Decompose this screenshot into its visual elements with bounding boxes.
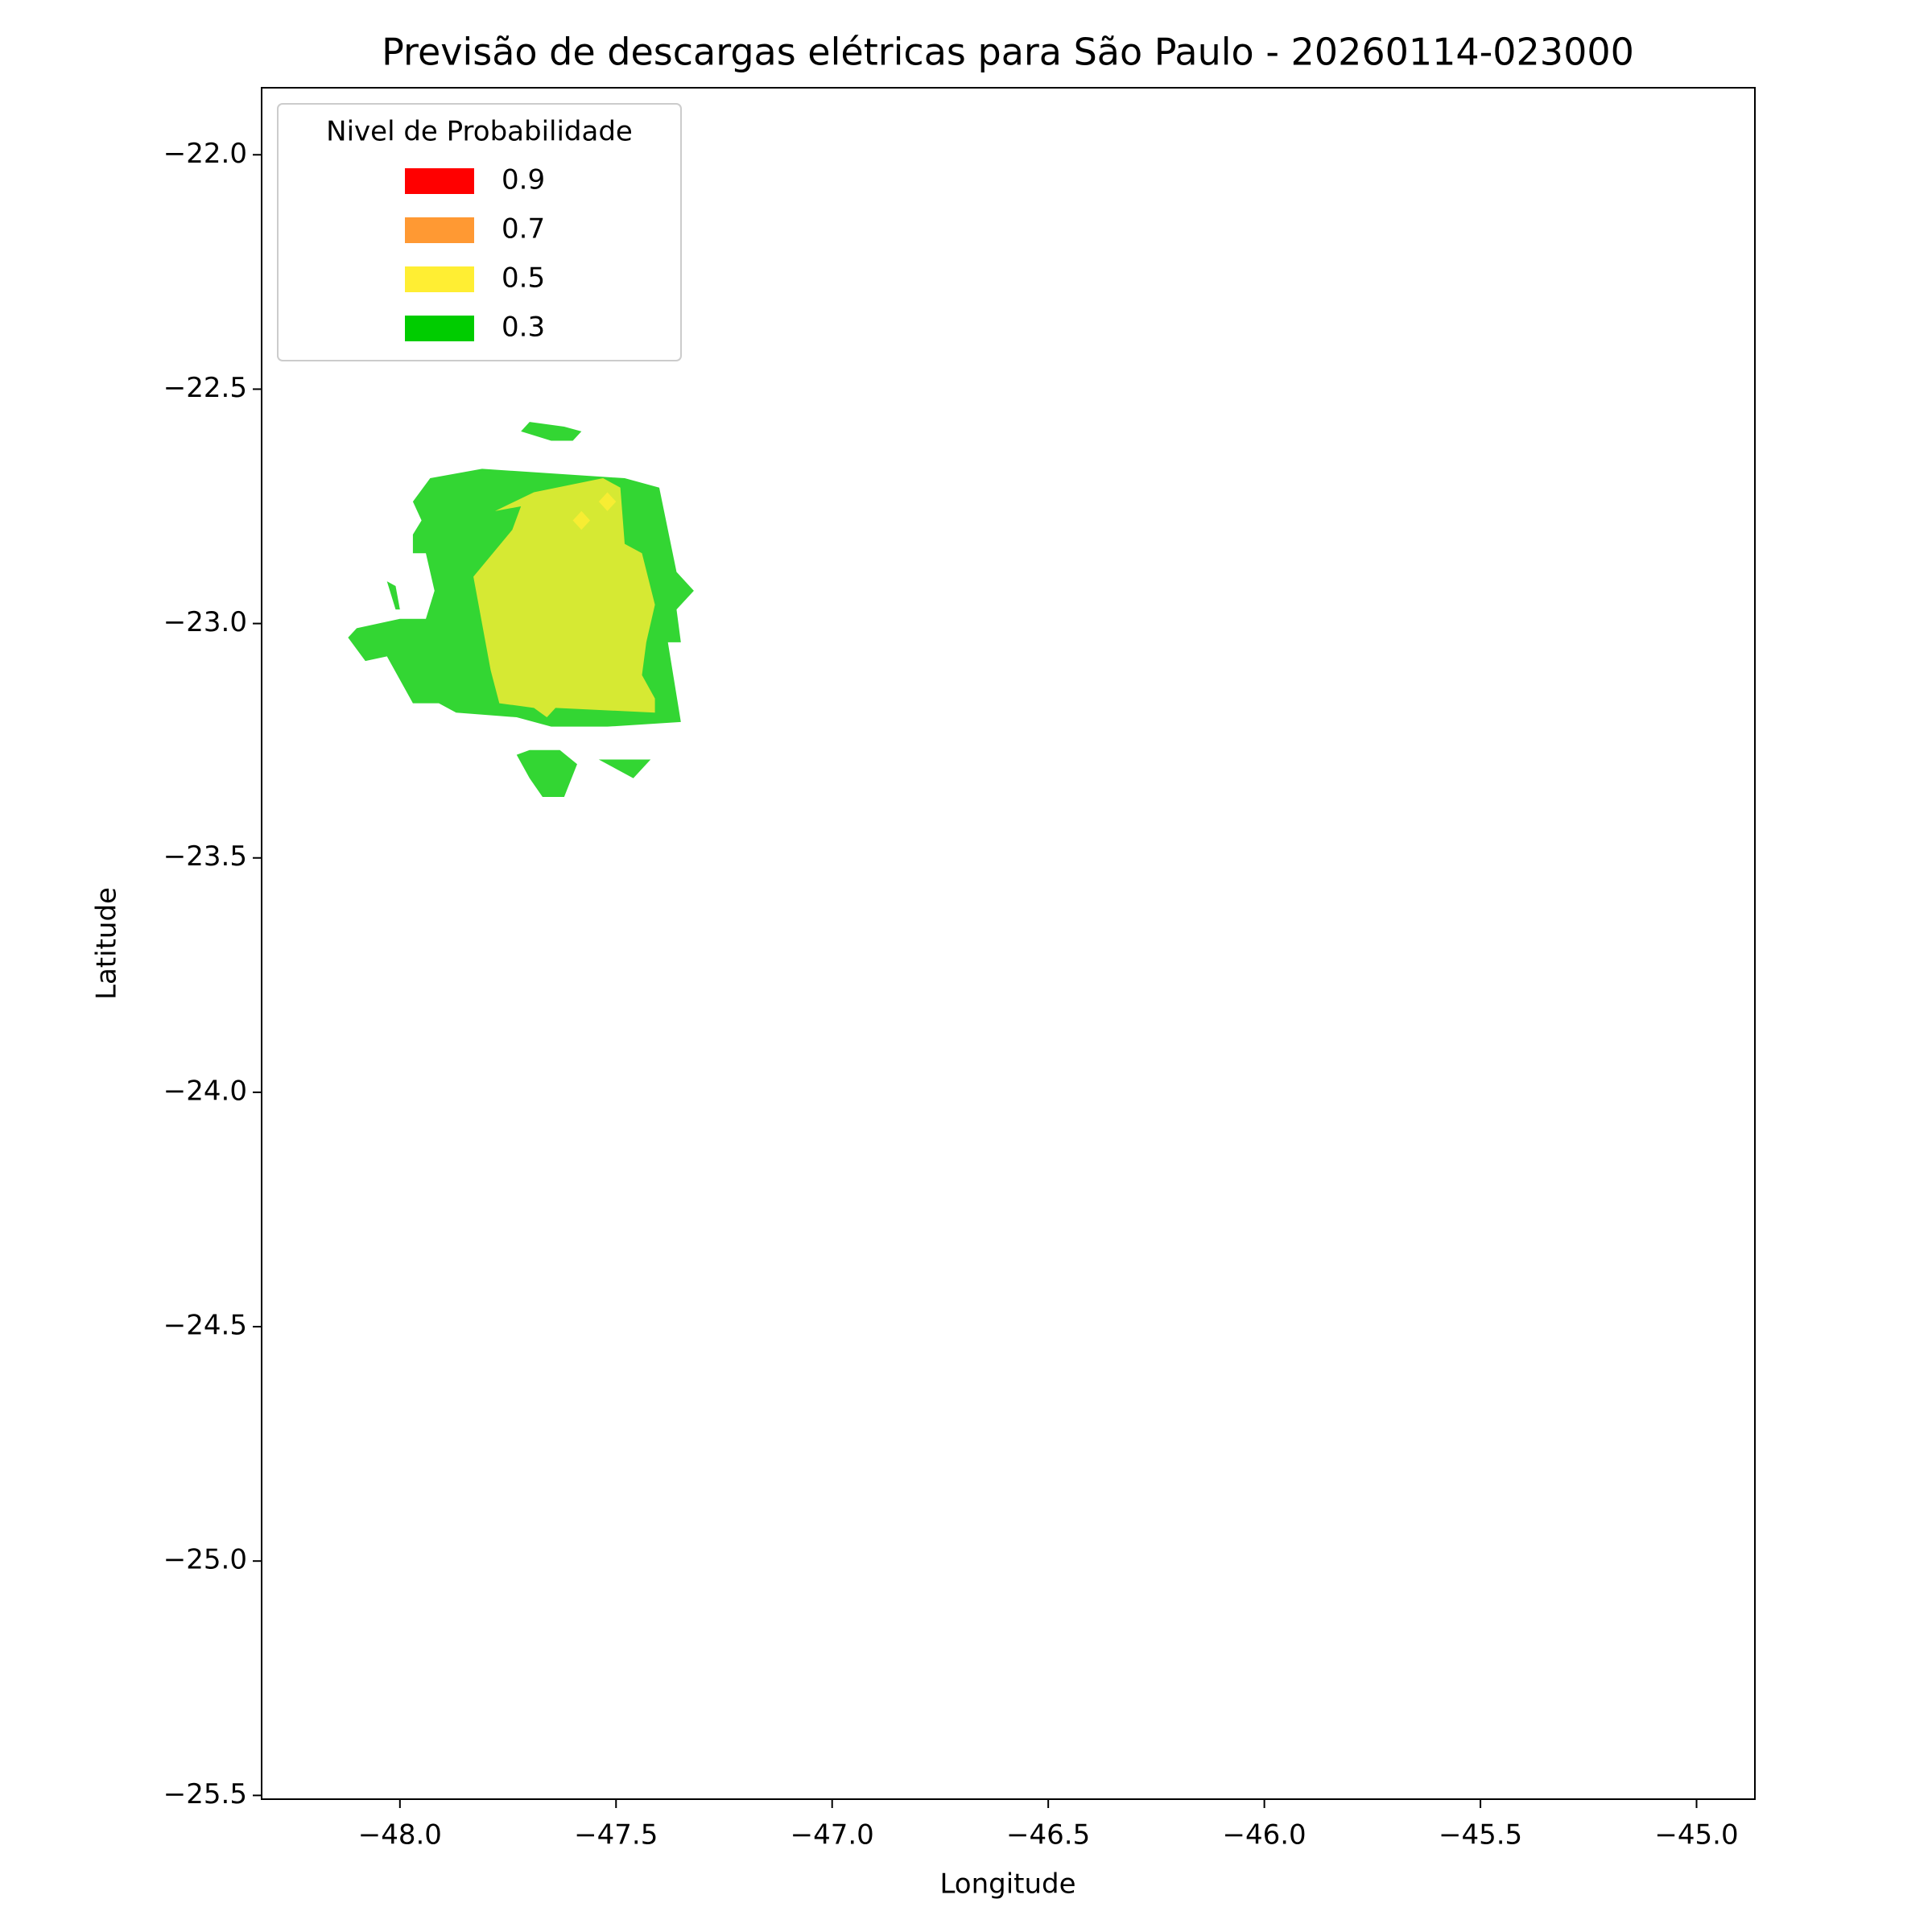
contour-region bbox=[572, 510, 591, 530]
legend-box bbox=[277, 103, 682, 361]
x-tick-label: −46.0 bbox=[1223, 1819, 1307, 1852]
plot-area bbox=[348, 422, 694, 798]
contour-region bbox=[521, 422, 582, 441]
y-tick-label: −25.5 bbox=[163, 1778, 247, 1810]
x-tick-label: −45.5 bbox=[1439, 1819, 1522, 1852]
y-tick-label: −22.5 bbox=[163, 372, 247, 404]
y-tick-label: −23.5 bbox=[163, 840, 247, 873]
legend-swatch bbox=[405, 316, 474, 341]
legend-label: 0.3 bbox=[502, 312, 545, 344]
axes-frame bbox=[261, 87, 1756, 1800]
x-tick-label: −48.0 bbox=[358, 1819, 442, 1852]
contour-region bbox=[598, 759, 651, 778]
legend-label: 0.9 bbox=[502, 164, 545, 196]
legend-label: 0.5 bbox=[502, 262, 545, 295]
y-tick-label: −24.5 bbox=[163, 1310, 247, 1342]
contour-region bbox=[598, 492, 617, 511]
x-tick-label: −47.0 bbox=[791, 1819, 874, 1852]
y-tick-label: −25.0 bbox=[163, 1544, 247, 1576]
x-axis-label: Longitude bbox=[939, 1868, 1075, 1901]
x-tick-label: −47.5 bbox=[574, 1819, 658, 1852]
contour-region bbox=[473, 478, 655, 718]
x-tick-label: −46.5 bbox=[1006, 1819, 1090, 1852]
y-tick-label: −23.0 bbox=[163, 606, 247, 638]
y-axis-label: Latitude bbox=[91, 887, 123, 1000]
legend-swatch bbox=[405, 266, 474, 292]
y-tick-label: −22.0 bbox=[163, 138, 247, 170]
legend-swatch bbox=[405, 217, 474, 243]
legend-swatch bbox=[405, 168, 474, 194]
x-tick-label: −45.0 bbox=[1654, 1819, 1738, 1852]
legend-label: 0.7 bbox=[502, 213, 545, 246]
chart-title: Previsão de descargas elétricas para São… bbox=[382, 31, 1634, 74]
y-tick-label: −24.0 bbox=[163, 1075, 247, 1107]
contour-region bbox=[516, 749, 577, 798]
legend-title: Nivel de Probabilidade bbox=[326, 116, 633, 148]
contour-region bbox=[386, 581, 400, 610]
